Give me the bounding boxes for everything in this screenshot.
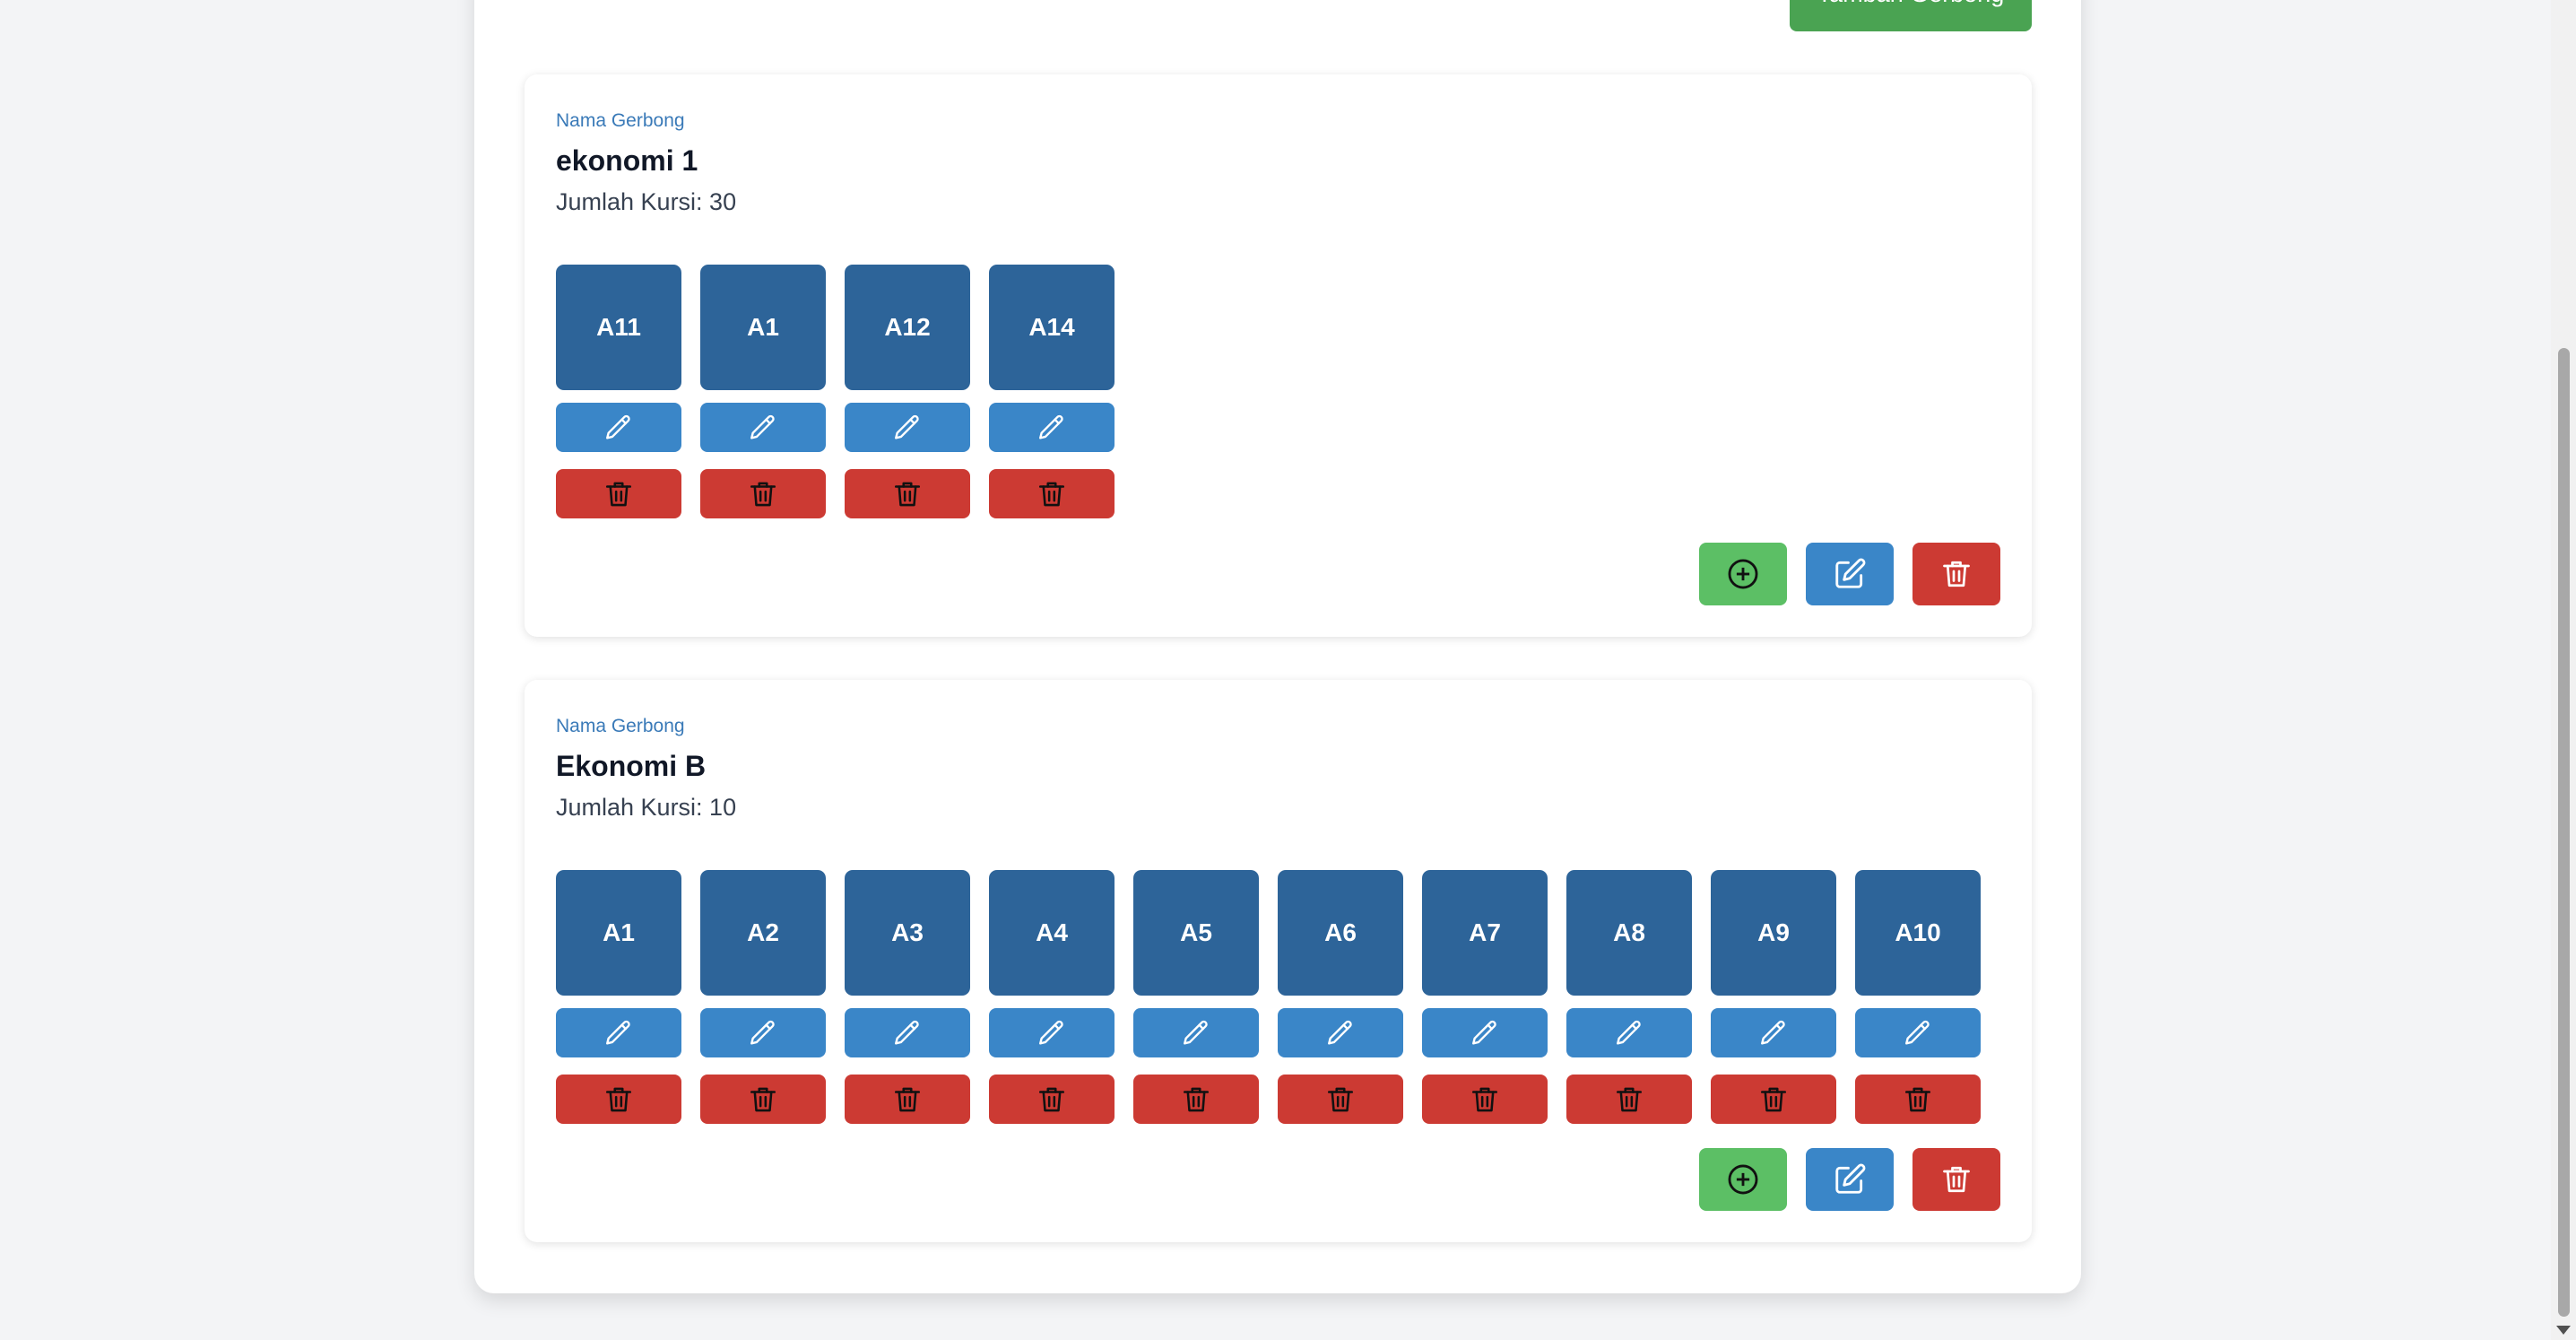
- edit-seat-button[interactable]: [556, 403, 681, 452]
- plus-circle-icon: [1728, 1164, 1758, 1195]
- delete-seat-button[interactable]: [845, 469, 970, 518]
- trash-icon: [605, 1087, 632, 1111]
- seat-label: A4: [989, 870, 1115, 996]
- seat-count: Jumlah Kursi: 30: [556, 188, 737, 215]
- edit-square-icon: [1835, 1163, 1866, 1194]
- edit-seat-button[interactable]: [845, 1008, 970, 1057]
- delete-seat-button[interactable]: [845, 1075, 970, 1124]
- edit-seat-button[interactable]: [556, 1008, 681, 1057]
- edit-wagon-button[interactable]: [1806, 1148, 1894, 1211]
- pencil-icon: [1905, 1020, 1930, 1045]
- pencil-icon: [750, 1020, 775, 1045]
- scroll-down-arrow-icon[interactable]: [2556, 1326, 2571, 1335]
- add-wagon-button[interactable]: Tambah Gerbong: [1790, 0, 2032, 31]
- edit-seat-button[interactable]: [989, 403, 1115, 452]
- seat-label: A6: [1278, 870, 1403, 996]
- seat-label: A1: [700, 265, 826, 390]
- edit-seat-button[interactable]: [1133, 1008, 1259, 1057]
- delete-seat-button[interactable]: [989, 469, 1115, 518]
- delete-seat-button[interactable]: [1422, 1075, 1548, 1124]
- edit-seat-button[interactable]: [1566, 1008, 1692, 1057]
- add-seat-button[interactable]: [1699, 543, 1787, 605]
- seat-label: A12: [845, 265, 970, 390]
- trash-icon: [1616, 1087, 1643, 1111]
- trash-icon: [605, 482, 632, 506]
- trash-icon: [750, 1087, 776, 1111]
- trash-icon: [1038, 482, 1065, 506]
- seat-label: A2: [700, 870, 826, 996]
- trash-icon: [894, 482, 921, 506]
- wagon-actions: [1699, 543, 2000, 605]
- trash-icon: [1038, 1087, 1065, 1111]
- pencil-icon: [1472, 1020, 1496, 1045]
- seat-label: A3: [845, 870, 970, 996]
- wagon-name-label: Nama Gerbong: [556, 110, 685, 131]
- wagon-actions: [1699, 1148, 2000, 1211]
- delete-seat-button[interactable]: [1278, 1075, 1403, 1124]
- trash-icon: [1904, 1087, 1931, 1111]
- scrollbar[interactable]: [2551, 0, 2576, 1340]
- edit-seat-button[interactable]: [700, 403, 826, 452]
- scroll-thumb[interactable]: [2558, 348, 2570, 1317]
- pencil-icon: [1328, 1020, 1352, 1045]
- pencil-icon: [606, 414, 630, 439]
- pencil-icon: [1617, 1020, 1641, 1045]
- delete-seat-button[interactable]: [1133, 1075, 1259, 1124]
- trash-icon: [1327, 1087, 1354, 1111]
- pencil-icon: [1761, 1020, 1785, 1045]
- pencil-icon: [1184, 1020, 1208, 1045]
- pencil-icon: [895, 1020, 919, 1045]
- edit-square-icon: [1835, 558, 1866, 588]
- trash-icon: [1943, 561, 1970, 587]
- delete-seat-button[interactable]: [556, 1075, 681, 1124]
- wagon-name: ekonomi 1: [556, 144, 698, 177]
- add-seat-button[interactable]: [1699, 1148, 1787, 1211]
- seat-label: A5: [1133, 870, 1259, 996]
- edit-seat-button[interactable]: [845, 403, 970, 452]
- delete-wagon-button[interactable]: [1912, 543, 2000, 605]
- trash-icon: [1943, 1166, 1970, 1193]
- delete-seat-button[interactable]: [1566, 1075, 1692, 1124]
- wagon-card: Nama Gerbong ekonomi 1 Jumlah Kursi: 30 …: [525, 74, 2032, 637]
- delete-seat-button[interactable]: [989, 1075, 1115, 1124]
- trash-icon: [1471, 1087, 1498, 1111]
- pencil-icon: [895, 414, 919, 439]
- pencil-icon: [750, 414, 775, 439]
- trash-icon: [1760, 1087, 1787, 1111]
- edit-seat-button[interactable]: [700, 1008, 826, 1057]
- delete-seat-button[interactable]: [700, 469, 826, 518]
- trash-icon: [750, 482, 776, 506]
- seat-label: A7: [1422, 870, 1548, 996]
- delete-seat-button[interactable]: [556, 469, 681, 518]
- wagon-card: Nama Gerbong Ekonomi B Jumlah Kursi: 10 …: [525, 680, 2032, 1242]
- pencil-icon: [606, 1020, 630, 1045]
- edit-seat-button[interactable]: [1855, 1008, 1981, 1057]
- seat-label: A9: [1711, 870, 1836, 996]
- wagon-name: Ekonomi B: [556, 750, 707, 782]
- edit-seat-button[interactable]: [989, 1008, 1115, 1057]
- edit-seat-button[interactable]: [1711, 1008, 1836, 1057]
- wagon-name-label: Nama Gerbong: [556, 716, 685, 736]
- trash-icon: [894, 1087, 921, 1111]
- seat-count: Jumlah Kursi: 10: [556, 794, 737, 821]
- trash-icon: [1183, 1087, 1210, 1111]
- seat-label: A14: [989, 265, 1115, 390]
- edit-seat-button[interactable]: [1422, 1008, 1548, 1057]
- delete-seat-button[interactable]: [700, 1075, 826, 1124]
- edit-seat-button[interactable]: [1278, 1008, 1403, 1057]
- seat-label: A10: [1855, 870, 1981, 996]
- delete-seat-button[interactable]: [1855, 1075, 1981, 1124]
- delete-wagon-button[interactable]: [1912, 1148, 2000, 1211]
- seat-label: A8: [1566, 870, 1692, 996]
- pencil-icon: [1039, 1020, 1063, 1045]
- delete-seat-button[interactable]: [1711, 1075, 1836, 1124]
- seat-label: A1: [556, 870, 681, 996]
- seat-label: A11: [556, 265, 681, 390]
- plus-circle-icon: [1728, 559, 1758, 589]
- edit-wagon-button[interactable]: [1806, 543, 1894, 605]
- pencil-icon: [1039, 414, 1063, 439]
